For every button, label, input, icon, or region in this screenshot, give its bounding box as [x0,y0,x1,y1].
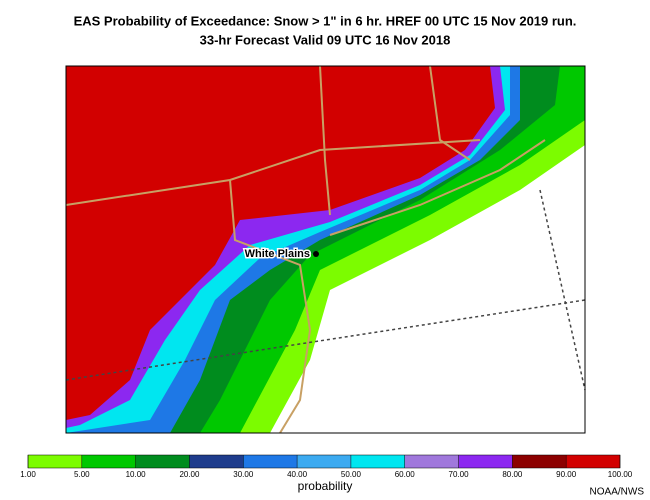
colorbar-segment [81,455,136,468]
place-marker [313,251,319,257]
title: EAS Probability of Exceedance: Snow > 1"… [74,13,577,28]
borders [65,65,546,434]
band [66,66,495,420]
colorbar-segment [297,455,351,468]
tick-label: 60.00 [395,470,416,479]
colorbar-segment [566,455,620,468]
colorbar-segment [135,455,190,468]
tick-label: 40.00 [287,470,308,479]
tick-label: 5.00 [74,470,90,479]
colorbar-segment [243,455,298,468]
tick-label: 30.00 [233,470,254,479]
tick-label: 10.00 [126,470,147,479]
tick-label: 100.00 [608,470,633,479]
colorbar-segment [189,455,244,468]
tick-label: 90.00 [556,470,577,479]
tick-label: 50.00 [341,470,362,479]
colorbar-segment [350,455,405,468]
colorbar-frame [27,454,621,469]
map: White Plains [65,65,586,434]
tick-label: 20.00 [179,470,200,479]
subtitle: 33-hr Forecast Valid 09 UTC 16 Nov 2018 [200,32,451,47]
colorbar-segment [512,455,567,468]
credit: NOAA/NWS [590,487,645,498]
tick-label: 80.00 [502,470,523,479]
tick-label: 70.00 [449,470,470,479]
place-label: White Plains [245,248,310,260]
colorbar-segment [404,455,459,468]
colorbar: 1.00 5.00 10.00 20.00 30.00 40.00 50.00 60.00 70… [20,454,633,479]
colorbar-label: probability [298,479,353,493]
colorbar-segment [28,455,82,468]
colorbar-segment [458,455,513,468]
grid [65,189,586,391]
map-frame [65,65,586,434]
tick-label: 1.00 [20,470,36,479]
